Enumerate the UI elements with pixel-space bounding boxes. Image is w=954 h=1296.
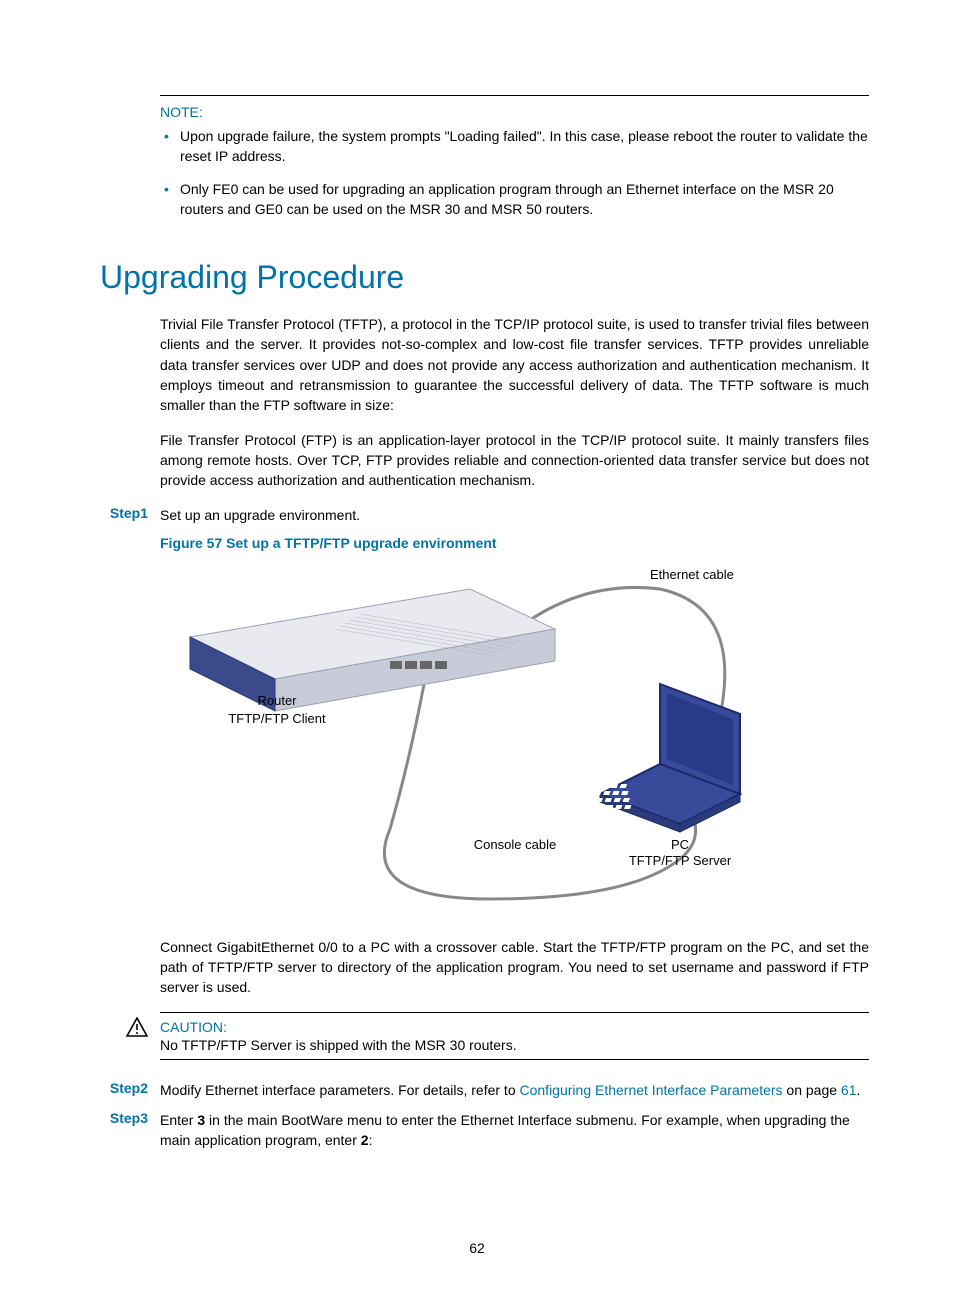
note-label: NOTE: [160, 104, 869, 120]
step3-mid: in the main BootWare menu to enter the E… [160, 1112, 850, 1148]
note-bullets: Upon upgrade failure, the system prompts… [160, 126, 869, 219]
page: NOTE: Upon upgrade failure, the system p… [0, 0, 954, 1296]
pc-label: PC [671, 837, 689, 852]
step2-suffix: . [857, 1082, 861, 1098]
step3-row: Step3 Enter 3 in the main BootWare menu … [100, 1110, 869, 1151]
step2-row: Step2 Modify Ethernet interface paramete… [100, 1080, 869, 1100]
step2-prefix: Modify Ethernet interface parameters. Fo… [160, 1082, 520, 1098]
upgrade-diagram: Ethernet cable [160, 559, 760, 904]
step3-bold1: 3 [197, 1112, 205, 1128]
caution-label: CAUTION: [160, 1019, 869, 1035]
figure-caption: Figure 57 Set up a TFTP/FTP upgrade envi… [160, 535, 869, 551]
note-item-0: Upon upgrade failure, the system prompts… [160, 126, 869, 167]
note-block: NOTE: Upon upgrade failure, the system p… [160, 95, 869, 219]
step2-page-link[interactable]: 61 [841, 1082, 857, 1098]
client-label: TFTP/FTP Client [228, 711, 326, 726]
step3-label: Step3 [100, 1110, 160, 1151]
step3-prefix: Enter [160, 1112, 197, 1128]
step1-row: Step1 Set up an upgrade environment. [100, 505, 869, 525]
router-label: Router [257, 693, 297, 708]
section-heading: Upgrading Procedure [100, 259, 869, 296]
step2-mid: on page [783, 1082, 841, 1098]
router-shape [190, 589, 555, 711]
step2-text: Modify Ethernet interface parameters. Fo… [160, 1080, 869, 1100]
paragraph-2: File Transfer Protocol (FTP) is an appli… [160, 430, 869, 491]
caution-text: No TFTP/FTP Server is shipped with the M… [160, 1037, 869, 1060]
caution-block: CAUTION: No TFTP/FTP Server is shipped w… [160, 1012, 869, 1060]
step1-label: Step1 [100, 505, 160, 525]
figure: Ethernet cable [160, 559, 869, 909]
step3-text: Enter 3 in the main BootWare menu to ent… [160, 1110, 869, 1151]
caution-icon [126, 1017, 148, 1037]
step2-label: Step2 [100, 1080, 160, 1100]
step1-text: Set up an upgrade environment. [160, 505, 869, 525]
paragraph-3: Connect GigabitEthernet 0/0 to a PC with… [160, 937, 869, 998]
paragraph-1: Trivial File Transfer Protocol (TFTP), a… [160, 314, 869, 415]
step3-bold2: 2 [361, 1132, 369, 1148]
step2-link[interactable]: Configuring Ethernet Interface Parameter… [520, 1082, 783, 1098]
step3-suffix: : [369, 1132, 373, 1148]
note-item-1: Only FE0 can be used for upgrading an ap… [160, 179, 869, 220]
laptop-shape [539, 684, 740, 832]
server-label: TFTP/FTP Server [629, 853, 732, 868]
ethernet-cable-label: Ethernet cable [650, 567, 734, 582]
console-cable-label: Console cable [474, 837, 556, 852]
page-number: 62 [0, 1240, 954, 1256]
